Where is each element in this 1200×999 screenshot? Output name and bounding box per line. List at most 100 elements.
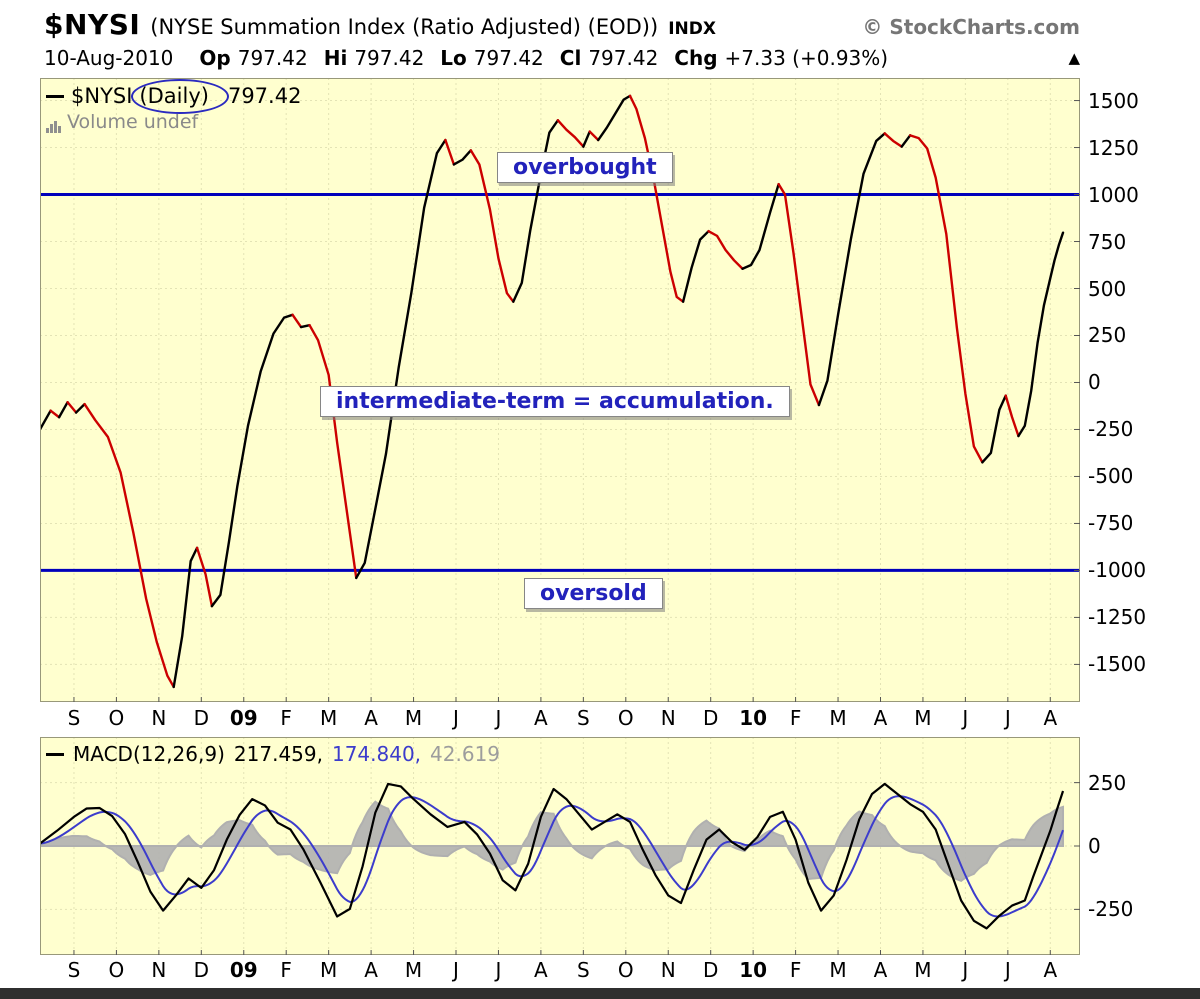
change-value: +7.33 (+0.93%) bbox=[724, 46, 889, 70]
quote-high: Hi 797.42 bbox=[324, 46, 425, 70]
x-axis-label: M bbox=[320, 958, 338, 982]
high-label: Hi bbox=[323, 46, 348, 70]
x-axis-label: N bbox=[151, 706, 167, 730]
y-axis-label: 0 bbox=[1088, 834, 1101, 858]
chart-description: (NYSE Summation Index (Ratio Adjusted) (… bbox=[150, 15, 659, 39]
x-axis-label: M bbox=[404, 706, 423, 730]
macd-y-axis: 250 0 -250 bbox=[1088, 737, 1198, 955]
x-axis-label: M bbox=[829, 958, 847, 982]
price-line-legend-swatch-icon bbox=[46, 94, 64, 98]
macd-chart bbox=[40, 737, 1080, 955]
y-axis-label: 1250 bbox=[1088, 135, 1139, 160]
x-axis-label: J bbox=[495, 706, 502, 730]
y-axis-label: -250 bbox=[1088, 417, 1134, 442]
volume-legend: Volume undef bbox=[46, 111, 198, 133]
macd-line bbox=[40, 782, 1065, 930]
x-axis-label: F bbox=[789, 958, 802, 982]
x-axis-label: N bbox=[660, 958, 676, 982]
volume-label: Volume undef bbox=[67, 111, 199, 133]
y-axis-label: -250 bbox=[1088, 897, 1134, 922]
x-axis-label: M bbox=[829, 706, 847, 730]
high-value: 797.42 bbox=[354, 46, 425, 70]
x-axis-label: A bbox=[1043, 706, 1058, 730]
x-axis-label: F bbox=[280, 706, 292, 730]
x-axis-label: J bbox=[962, 706, 969, 730]
x-axis-label: A bbox=[364, 958, 378, 982]
x-axis-label: D bbox=[702, 706, 719, 730]
x-axis-label: J bbox=[962, 958, 969, 982]
macd-x-axis: S O N D 09 F M A M J J A S O N D 10 F M A M J J A bbox=[40, 958, 1080, 984]
quote-row: 10-Aug-2010 Op 797.42 Hi 797.42 Lo 797.42 C… bbox=[44, 46, 1080, 70]
x-axis-label: J bbox=[1004, 958, 1011, 982]
y-axis-label: 250 bbox=[1088, 323, 1127, 348]
x-axis-label: M bbox=[914, 958, 932, 982]
exchange-label: INDX bbox=[668, 19, 716, 39]
x-axis-label: S bbox=[576, 706, 590, 730]
x-axis-label: F bbox=[789, 706, 802, 730]
y-axis-label: 500 bbox=[1088, 276, 1127, 301]
x-axis-label: N bbox=[151, 958, 167, 982]
x-axis-label: A bbox=[873, 958, 888, 982]
x-axis-label: A bbox=[873, 706, 888, 730]
x-axis-label: A bbox=[534, 958, 548, 982]
y-axis-label: -500 bbox=[1088, 464, 1134, 489]
x-axis-label: A bbox=[364, 706, 378, 730]
macd-legend: MACD(12,26,9) 217.459, 174.840, 42.619 bbox=[46, 742, 500, 766]
macd-signal-value: 174.840, bbox=[331, 742, 422, 766]
x-axis-label: D bbox=[702, 958, 719, 982]
y-axis-label: -750 bbox=[1088, 511, 1134, 536]
close-value: 797.42 bbox=[588, 46, 659, 70]
x-axis-label: 10 bbox=[739, 958, 768, 982]
y-axis-label: -1000 bbox=[1088, 558, 1147, 583]
x-axis-label: N bbox=[660, 706, 676, 730]
change-up-arrow-icon: ▲ bbox=[1068, 49, 1080, 67]
x-axis-label: 10 bbox=[739, 706, 768, 730]
quote-change: Chg +7.33 (+0.93%) bbox=[674, 46, 888, 70]
x-axis-label: A bbox=[534, 706, 548, 730]
y-axis-label: -1250 bbox=[1088, 605, 1147, 630]
macd-label: MACD(12,26,9) bbox=[73, 742, 225, 766]
x-axis-label: A bbox=[1043, 958, 1058, 982]
x-axis-label: D bbox=[193, 958, 209, 982]
open-label: Op bbox=[199, 46, 231, 70]
nysi-price-line bbox=[40, 94, 1065, 689]
accumulation-annotation: intermediate-term = accumulation. bbox=[320, 386, 790, 417]
macd-value: 217.459, bbox=[233, 742, 323, 766]
y-axis-label: 1000 bbox=[1088, 182, 1139, 207]
macd-histogram-value: 42.619 bbox=[430, 742, 501, 766]
stockcharts-credit: © StockCharts.com bbox=[862, 15, 1080, 39]
x-axis-label: 09 bbox=[229, 958, 258, 982]
y-axis-label: 250 bbox=[1088, 770, 1127, 795]
change-label: Chg bbox=[674, 46, 718, 70]
quote-open: Op 797.42 bbox=[199, 46, 307, 70]
axis-ticks bbox=[73, 782, 1080, 955]
y-axis-label: 1500 bbox=[1088, 88, 1139, 113]
x-axis-label: M bbox=[914, 706, 932, 730]
macd-panel bbox=[40, 737, 1080, 955]
symbol-ticker: $NYSI bbox=[44, 8, 141, 41]
plot-border bbox=[40, 78, 1080, 702]
x-axis-label: M bbox=[404, 958, 423, 982]
x-axis-label: J bbox=[1004, 706, 1011, 730]
macd-histogram-area bbox=[40, 800, 1065, 882]
axis-ticks bbox=[73, 100, 1080, 702]
x-axis-label: M bbox=[320, 706, 338, 730]
x-axis-label: D bbox=[193, 706, 209, 730]
legend-symbol: $NYSI bbox=[71, 84, 133, 108]
x-axis-label: S bbox=[67, 706, 81, 730]
x-axis-label: S bbox=[576, 958, 590, 982]
volume-bars-icon bbox=[46, 121, 61, 133]
low-label: Lo bbox=[440, 46, 467, 70]
x-axis-label: O bbox=[617, 958, 634, 982]
y-axis-label: 0 bbox=[1088, 370, 1101, 395]
x-axis-label: J bbox=[495, 958, 502, 982]
macd-line-legend-swatch-icon bbox=[46, 752, 64, 756]
quote-close: Cl 797.42 bbox=[560, 46, 659, 70]
x-axis-label: J bbox=[453, 958, 459, 982]
y-axis-label: -1500 bbox=[1088, 652, 1147, 677]
x-axis-label: O bbox=[617, 706, 634, 730]
low-value: 797.42 bbox=[473, 46, 544, 70]
oversold-annotation: oversold bbox=[524, 578, 663, 609]
open-value: 797.42 bbox=[237, 46, 308, 70]
x-axis-label: O bbox=[108, 958, 125, 982]
